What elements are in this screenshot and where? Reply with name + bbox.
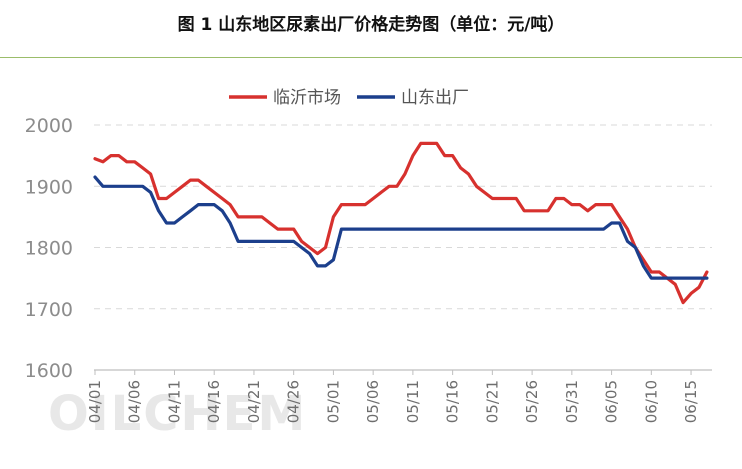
x-tick-label: 06/05 bbox=[603, 380, 621, 423]
series-line-2 bbox=[93, 175, 709, 280]
y-tick-label: 2000 bbox=[25, 115, 73, 137]
y-tick-label: 1900 bbox=[25, 176, 73, 198]
x-tick-label: 06/15 bbox=[682, 380, 700, 423]
chart-title: 图 1 山东地区尿素出厂价格走势图（单位：元/吨） bbox=[177, 15, 565, 35]
x-tick-label: 05/31 bbox=[563, 380, 581, 423]
y-tick-label: 1600 bbox=[25, 360, 73, 382]
x-tick-label: 04/16 bbox=[205, 380, 223, 423]
x-tick-label: 05/11 bbox=[404, 380, 422, 423]
x-tick-label: 04/11 bbox=[165, 380, 183, 423]
x-tick-label: 04/26 bbox=[285, 380, 303, 423]
x-axis-ticks: 04/01 04/06 04/11 04/16 04/21 04/26 05/01 05/06… bbox=[86, 370, 700, 423]
x-tick-label: 05/26 bbox=[523, 380, 541, 423]
x-tick-label: 06/10 bbox=[642, 380, 660, 423]
legend-label-2: 山东出厂 bbox=[401, 88, 469, 108]
x-tick-label: 04/21 bbox=[245, 380, 263, 423]
x-tick-label: 04/06 bbox=[126, 380, 144, 423]
x-tick-label: 04/01 bbox=[86, 380, 104, 423]
grid-lines bbox=[94, 124, 712, 371]
title-divider bbox=[0, 57, 742, 58]
legend-label-1: 临沂市场 bbox=[273, 88, 341, 108]
series-lines bbox=[93, 141, 709, 305]
x-tick-label: 05/21 bbox=[483, 380, 501, 423]
y-axis-ticks: 1600 1700 1800 1900 2000 bbox=[25, 115, 73, 382]
watermark: OILCHEM bbox=[48, 386, 307, 442]
y-tick-label: 1700 bbox=[25, 299, 73, 321]
x-tick-label: 05/01 bbox=[324, 380, 342, 423]
x-tick-label: 05/06 bbox=[364, 380, 382, 423]
series-line-1 bbox=[93, 141, 709, 305]
legend: 临沂市场 山东出厂 bbox=[229, 88, 469, 108]
y-tick-label: 1800 bbox=[25, 238, 73, 260]
x-tick-label: 05/16 bbox=[444, 380, 462, 423]
